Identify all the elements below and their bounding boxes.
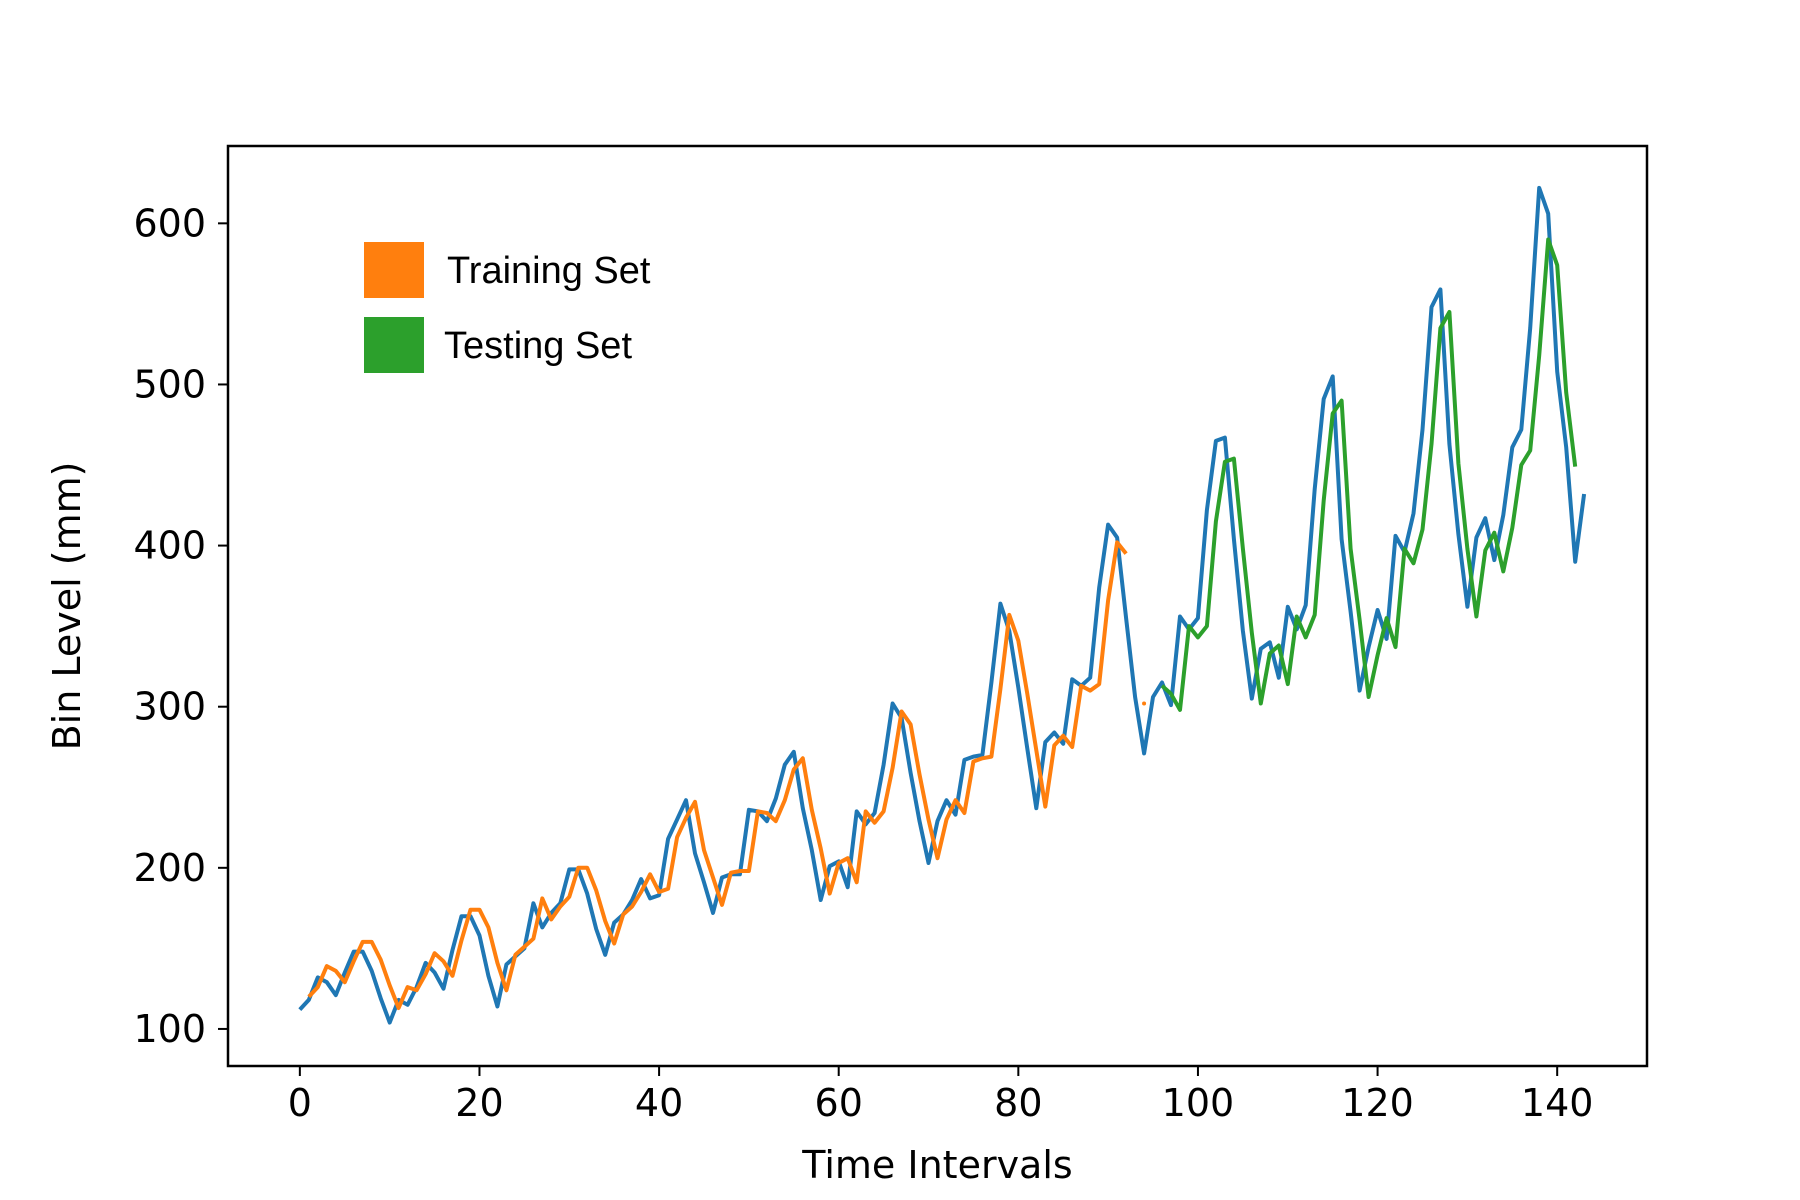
y-tick-label: 300 bbox=[133, 685, 206, 729]
legend: Training Set Testing Set bbox=[364, 242, 651, 373]
legend-label-testing: Testing Set bbox=[444, 325, 632, 367]
x-tick-label: 80 bbox=[994, 1081, 1042, 1125]
series-line-2 bbox=[1142, 701, 1147, 706]
series-line-0 bbox=[298, 185, 1587, 1025]
x-tick-label: 100 bbox=[1162, 1081, 1235, 1125]
x-axis-ticks: 0 20 40 60 80 100 120 140 bbox=[288, 1066, 1594, 1125]
x-tick-label: 120 bbox=[1341, 1081, 1414, 1125]
y-tick-label: 500 bbox=[133, 362, 206, 406]
series-layer bbox=[298, 185, 1587, 1025]
y-tick-label: 400 bbox=[133, 524, 206, 568]
x-tick-label: 40 bbox=[635, 1081, 683, 1125]
x-tick-label: 140 bbox=[1521, 1081, 1594, 1125]
series-line-3 bbox=[1160, 237, 1578, 712]
y-tick-label: 200 bbox=[133, 846, 206, 890]
y-tick-label: 600 bbox=[133, 201, 206, 245]
x-tick-label: 0 bbox=[288, 1081, 312, 1125]
plot-frame bbox=[226, 144, 1649, 1068]
x-tick-label: 20 bbox=[455, 1081, 503, 1125]
y-axis-title: Bin Level (mm) bbox=[45, 462, 89, 751]
series-line-1 bbox=[307, 540, 1128, 1010]
x-tick-label: 60 bbox=[815, 1081, 863, 1125]
legend-swatch-training bbox=[364, 242, 424, 298]
legend-label-training: Training Set bbox=[447, 250, 651, 292]
y-tick-label: 100 bbox=[133, 1007, 206, 1051]
y-axis-ticks: 100 200 300 400 500 600 bbox=[133, 201, 228, 1051]
legend-swatch-testing bbox=[364, 317, 424, 373]
x-axis-title: Time Intervals bbox=[801, 1143, 1072, 1187]
